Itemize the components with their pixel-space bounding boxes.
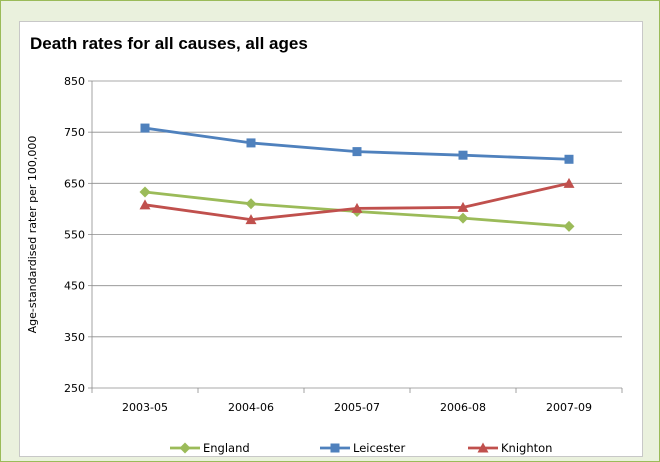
data-point <box>563 220 575 232</box>
y-tick-label: 750 <box>64 126 85 139</box>
y-tick-label: 450 <box>64 280 85 293</box>
legend-item-england: England <box>170 441 250 455</box>
legend-item-leicester: Leicester <box>320 441 405 455</box>
chart-title: Death rates for all causes, all ages <box>30 34 308 53</box>
data-point <box>245 214 257 225</box>
data-point <box>457 212 469 224</box>
legend-marker <box>179 442 191 454</box>
chart-panel: Death rates for all causes, all ages 850… <box>19 21 643 457</box>
data-point <box>139 186 151 198</box>
x-tick-label: 2007-09 <box>546 401 592 414</box>
legend-label: England <box>203 441 250 455</box>
axes <box>88 80 623 393</box>
legend-label: Leicester <box>353 441 405 455</box>
y-tick-label: 850 <box>64 75 85 88</box>
data-point <box>246 138 256 148</box>
y-tick-label: 250 <box>64 382 85 395</box>
data-point <box>139 199 151 210</box>
legend-item-knighton: Knighton <box>468 441 552 455</box>
series <box>139 123 575 232</box>
y-tick-label: 650 <box>64 177 85 190</box>
series-knighton <box>139 177 575 225</box>
legend-marker <box>330 443 340 453</box>
data-point <box>458 150 468 160</box>
data-point <box>564 154 574 164</box>
data-point <box>352 147 362 157</box>
x-tick-label: 2005-07 <box>334 401 380 414</box>
data-point <box>563 177 575 188</box>
x-tick-labels: 2003-05 2004-06 2005-07 2006-08 2007-09 <box>122 401 592 414</box>
data-point <box>457 201 469 212</box>
legend-label: Knighton <box>501 441 552 455</box>
x-tick-label: 2006-08 <box>440 401 486 414</box>
y-tick-label: 550 <box>64 229 85 242</box>
line-chart: Death rates for all causes, all ages 850… <box>26 34 623 455</box>
x-tick-label: 2003-05 <box>122 401 168 414</box>
x-tick-label: 2004-06 <box>228 401 274 414</box>
legend-marker <box>477 442 489 453</box>
series-leicester <box>140 123 574 164</box>
data-point <box>140 123 150 133</box>
data-point <box>245 198 257 210</box>
y-tick-labels: 850 750 650 550 450 350 250 <box>64 75 85 395</box>
y-tick-label: 350 <box>64 331 85 344</box>
data-point <box>351 202 363 213</box>
y-axis-label: Age-standardised rater per 100,000 <box>26 136 39 334</box>
legend: England Leicester Knighton <box>170 441 552 455</box>
